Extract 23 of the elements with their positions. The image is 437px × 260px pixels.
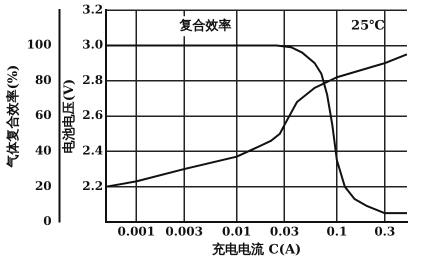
y-tick-label: 2.4 [82,144,104,158]
x-axis-title: 充电电流 C(A) [210,242,302,258]
y-tick-label: 3.0 [82,38,104,52]
y2-tick-label: 0 [43,214,52,228]
annotation: 复合效率 [178,18,232,34]
x-tick-label: 0.003 [165,224,203,238]
y2-tick-label: 60 [34,108,52,122]
x-tick-label: 0.03 [270,224,300,238]
y-tick-label: 2.6 [82,108,104,122]
y2-tick-label: 20 [34,178,52,193]
annotation: 25℃ [351,18,385,34]
x-tick-label: 0.3 [374,224,396,238]
y-tick-label: 3.2 [82,2,104,16]
y-axis-title: 电池电压(V) [62,78,77,154]
y-tick-label: 2.8 [82,72,104,87]
y2-tick-label: 100 [26,38,52,52]
y2-tick-label: 80 [34,72,52,87]
x-tick-label: 0.1 [326,224,348,238]
y-tick-label: 2.2 [82,178,104,193]
y2-axis-title: 气体复合效率(%) [5,64,22,168]
x-tick-label: 0.001 [118,224,156,238]
y2-tick-label: 40 [34,144,52,158]
x-tick-label: 0.01 [222,224,252,238]
